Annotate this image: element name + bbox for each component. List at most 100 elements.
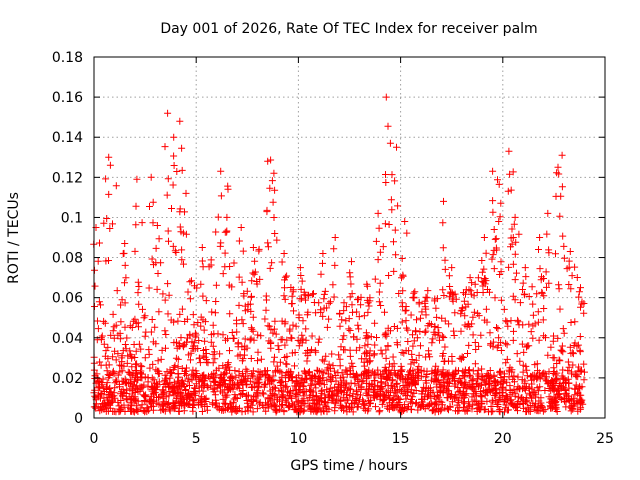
data-point — [349, 408, 357, 416]
data-point — [403, 229, 411, 237]
data-point — [407, 398, 415, 406]
data-point — [490, 226, 498, 233]
data-point — [545, 279, 553, 287]
data-point — [470, 308, 478, 316]
data-point — [325, 299, 333, 307]
data-point — [318, 356, 326, 364]
data-point — [309, 392, 317, 399]
data-point — [377, 378, 385, 386]
data-point — [337, 388, 345, 396]
data-point — [578, 300, 586, 308]
data-point — [317, 387, 325, 395]
data-point — [471, 339, 479, 346]
data-point — [273, 236, 281, 244]
data-point — [170, 363, 178, 371]
data-point — [286, 403, 294, 411]
data-point — [254, 387, 262, 395]
data-point — [399, 303, 407, 311]
data-point — [190, 384, 198, 392]
data-point — [327, 378, 335, 386]
data-point — [417, 372, 425, 380]
data-point — [407, 388, 415, 396]
data-point — [539, 407, 547, 415]
data-point — [497, 339, 505, 347]
data-point — [278, 386, 285, 394]
data-point — [94, 325, 102, 333]
data-point — [335, 351, 343, 359]
data-point — [282, 360, 290, 368]
data-point — [336, 355, 344, 363]
data-point — [445, 406, 452, 414]
data-point — [100, 394, 108, 402]
data-point — [343, 370, 351, 378]
data-point — [465, 398, 473, 406]
data-point — [239, 247, 247, 255]
data-point — [538, 273, 545, 281]
data-point — [398, 349, 406, 356]
data-point — [456, 354, 464, 362]
data-point — [445, 293, 453, 301]
data-point — [261, 315, 269, 323]
data-point — [439, 350, 447, 357]
data-point — [431, 297, 439, 305]
data-point — [525, 342, 533, 350]
data-point — [445, 272, 453, 280]
data-point — [393, 143, 400, 151]
data-point — [426, 384, 434, 392]
data-point — [183, 338, 191, 346]
data-point — [500, 305, 508, 313]
data-point — [469, 331, 477, 339]
data-point — [523, 366, 531, 374]
data-point — [386, 139, 394, 147]
data-point — [204, 384, 212, 391]
data-point — [491, 294, 499, 302]
data-point — [122, 345, 130, 353]
data-point — [339, 373, 347, 381]
data-point — [226, 347, 233, 355]
data-point — [433, 395, 441, 403]
data-point — [429, 335, 437, 343]
data-point — [178, 376, 186, 384]
data-point — [492, 244, 500, 252]
data-point — [101, 399, 109, 407]
data-point — [408, 380, 416, 387]
data-point — [360, 312, 368, 320]
data-point — [534, 407, 542, 415]
data-point — [538, 289, 546, 297]
data-point — [135, 300, 143, 308]
data-point — [509, 292, 517, 300]
data-point — [342, 366, 350, 374]
data-point — [142, 391, 150, 399]
data-point — [463, 385, 471, 393]
data-point — [249, 373, 257, 381]
data-point — [400, 401, 408, 409]
data-point — [349, 308, 356, 316]
data-point — [161, 296, 169, 304]
data-point — [112, 356, 120, 364]
data-point — [141, 312, 149, 320]
data-point — [543, 230, 551, 238]
data-point — [149, 219, 157, 227]
data-point — [331, 407, 339, 415]
data-point — [396, 396, 404, 403]
data-point — [285, 403, 293, 411]
data-point — [146, 203, 153, 210]
data-point — [472, 390, 480, 398]
data-point — [414, 368, 422, 376]
data-point — [315, 335, 323, 343]
data-point — [346, 405, 353, 413]
data-point — [131, 395, 139, 403]
data-point — [209, 359, 217, 367]
data-point — [553, 408, 561, 415]
data-point — [196, 354, 204, 362]
data-point — [296, 337, 304, 345]
data-point — [513, 269, 520, 277]
data-point — [340, 307, 348, 315]
data-point — [535, 336, 543, 344]
data-point — [421, 328, 429, 336]
data-point — [270, 214, 278, 221]
data-point — [451, 393, 459, 401]
data-point — [264, 373, 272, 381]
data-point — [212, 298, 220, 305]
data-point — [508, 389, 516, 396]
